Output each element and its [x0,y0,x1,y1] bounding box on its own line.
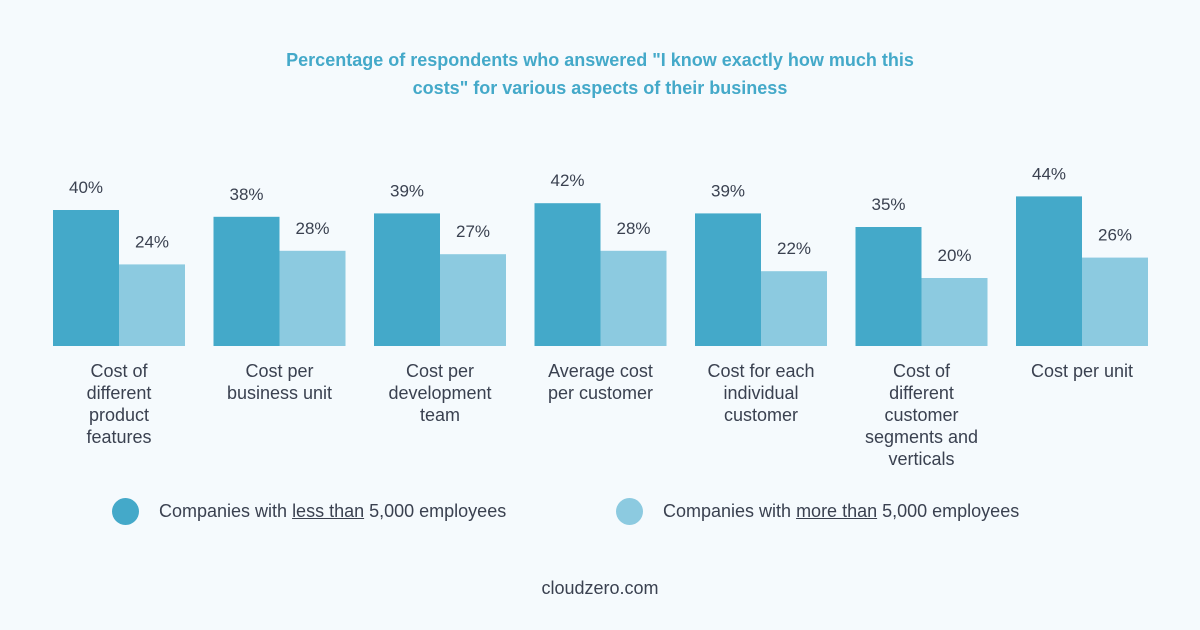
category-label-line: different [889,383,954,403]
data-label-less-5: 35% [871,195,905,214]
category-label-line: team [419,405,461,425]
data-label-less-4: 39% [711,181,745,200]
data-label-more-6: 26% [1098,226,1132,245]
bar-more-3 [600,250,667,346]
bar-less-6 [1016,196,1082,346]
data-label-more-4: 22% [777,239,811,258]
category-label-line: Cost per [405,361,475,381]
category-label-5: Cost of different customer segments and vert… [847,360,997,470]
category-label-line: product [88,405,150,425]
bar-less-4 [695,213,761,346]
bar-more-1 [279,250,346,346]
bar-more-4 [761,271,827,346]
category-label-line: customer [884,405,959,425]
data-label-more-1: 28% [295,219,329,238]
chart-title-line-1: Percentage of respondents who answered "… [286,50,914,70]
category-label-1: Cost per business unit [205,360,355,404]
category-label-line: development [388,383,492,403]
data-label-less-2: 39% [390,181,424,200]
data-label-less-0: 40% [69,178,103,197]
category-label-line: Cost of [892,361,951,381]
category-label-line: customer [723,405,799,425]
category-label-line: different [86,383,152,403]
bar-more-0 [119,264,185,346]
category-label-6: Cost per unit [1007,360,1157,382]
category-label-line: Cost of [90,361,148,381]
legend-item-less: Companies with less than 5,000 employees [112,498,506,525]
category-label-line: Average cost [548,361,653,381]
chart-title: Percentage of respondents who answered "… [200,46,1000,102]
data-label-less-1: 38% [229,185,263,204]
category-label-line: per customer [547,383,654,403]
category-label-line: Cost for each [707,361,815,381]
legend-label-more: Companies with more than 5,000 employees [663,501,1020,521]
chart-title-line-2: costs" for various aspects of their busi… [412,78,788,98]
data-label-more-0: 24% [135,232,169,251]
legend-item-more: Companies with more than 5,000 employees [616,498,1019,525]
category-label-line: verticals [888,449,955,469]
category-label-3: Average cost per customer [526,360,676,404]
bar-less-2 [374,213,440,346]
bar-less-0 [53,210,119,346]
bar-less-3 [534,203,601,346]
bar-more-2 [440,254,506,346]
category-label-line: individual [723,383,799,403]
data-label-more-2: 27% [456,222,490,241]
category-label-line: segments and [864,427,979,447]
category-label-0: Cost of different product features [44,360,194,448]
category-label-line: Cost per unit [1030,361,1134,381]
category-label-4: Cost for each individual customer [686,360,836,426]
data-label-more-5: 20% [937,246,971,265]
bar-less-1 [213,216,280,346]
legend-swatch-more [616,498,643,525]
category-label-line: Cost per [245,361,314,381]
legend-label-less: Companies with less than 5,000 employees [159,501,507,521]
footer-source: cloudzero.com [541,578,659,598]
data-label-more-3: 28% [616,219,650,238]
data-label-less-3: 42% [550,171,584,190]
data-label-less-6: 44% [1032,164,1066,183]
category-label-line: features [86,427,152,447]
category-label-line: business unit [226,383,333,403]
legend-swatch-less [112,498,139,525]
category-label-2: Cost per development team [365,360,515,426]
bar-less-5 [855,227,922,346]
bar-more-5 [921,278,988,346]
bar-more-6 [1082,257,1148,346]
